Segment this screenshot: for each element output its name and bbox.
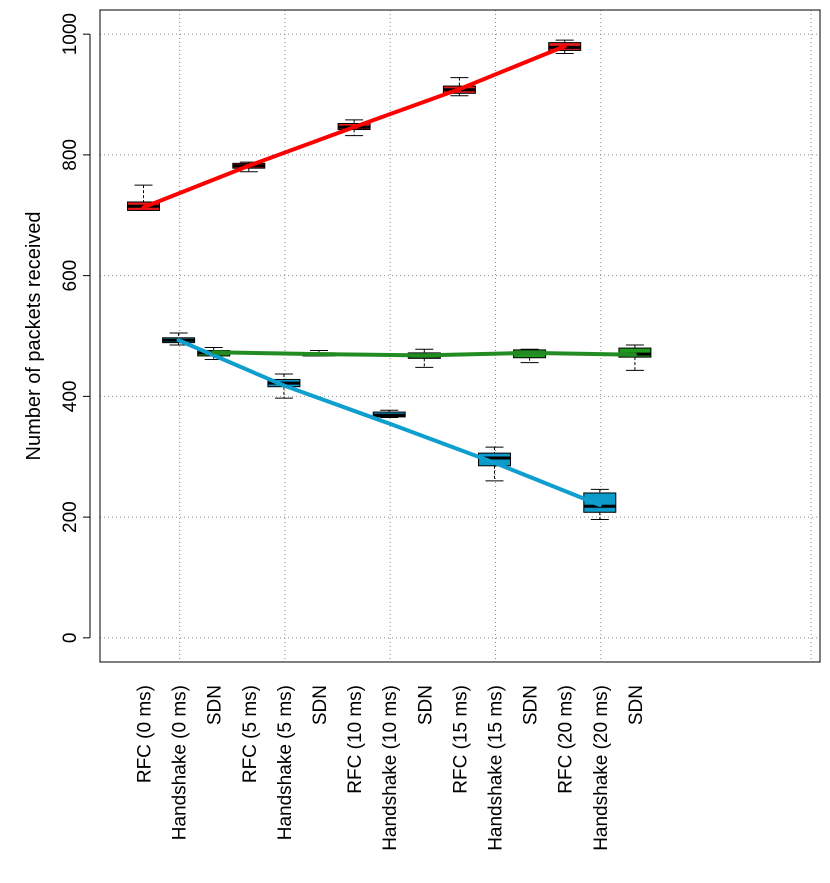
box-body [478,452,511,467]
axis-layer: 0 200 400 600 800 1000 RFC (0 ms) Handshake (0 … [60,13,647,851]
trend-line-handshake [176,338,602,508]
x-category-label: RFC (0 ms) [135,685,156,783]
box-handshake [372,409,406,418]
x-category-label: RFC (15 ms) [450,685,471,794]
y-tick-label: 1000 [60,13,81,55]
plot-frame [99,9,821,663]
x-category-label: RFC (20 ms) [556,685,577,794]
box-handshake [583,488,617,521]
y-tick-label: 800 [60,139,81,171]
trend-line-sdn [211,350,637,358]
x-category-label: Handshake (5 ms) [275,685,296,840]
x-category-label: SDN [205,685,226,725]
y-tick-label: 0 [60,633,81,644]
grid-layer [100,10,820,662]
y-tick-label: 600 [60,260,81,292]
x-category-label: RFC (5 ms) [240,685,261,783]
x-category-label: SDN [310,685,331,725]
x-category-label: Handshake (20 ms) [591,685,612,851]
x-category-label: Handshake (0 ms) [170,685,191,840]
x-category-label: SDN [626,685,647,725]
trend-line-layer [141,44,637,508]
y-axis-title: Number of packets received [23,211,45,460]
box-layer [127,39,652,521]
box-sdn [407,348,441,368]
x-category-label: Handshake (15 ms) [486,685,507,851]
x-category-label: SDN [521,685,542,725]
x-category-label: SDN [415,685,436,725]
x-category-label: Handshake (10 ms) [380,685,401,851]
x-category-label: RFC (10 ms) [345,685,366,794]
box-sdn [618,344,652,371]
y-tick-label: 200 [60,501,81,533]
y-tick-label: 400 [60,381,81,413]
trend-line-rfc [141,44,567,210]
